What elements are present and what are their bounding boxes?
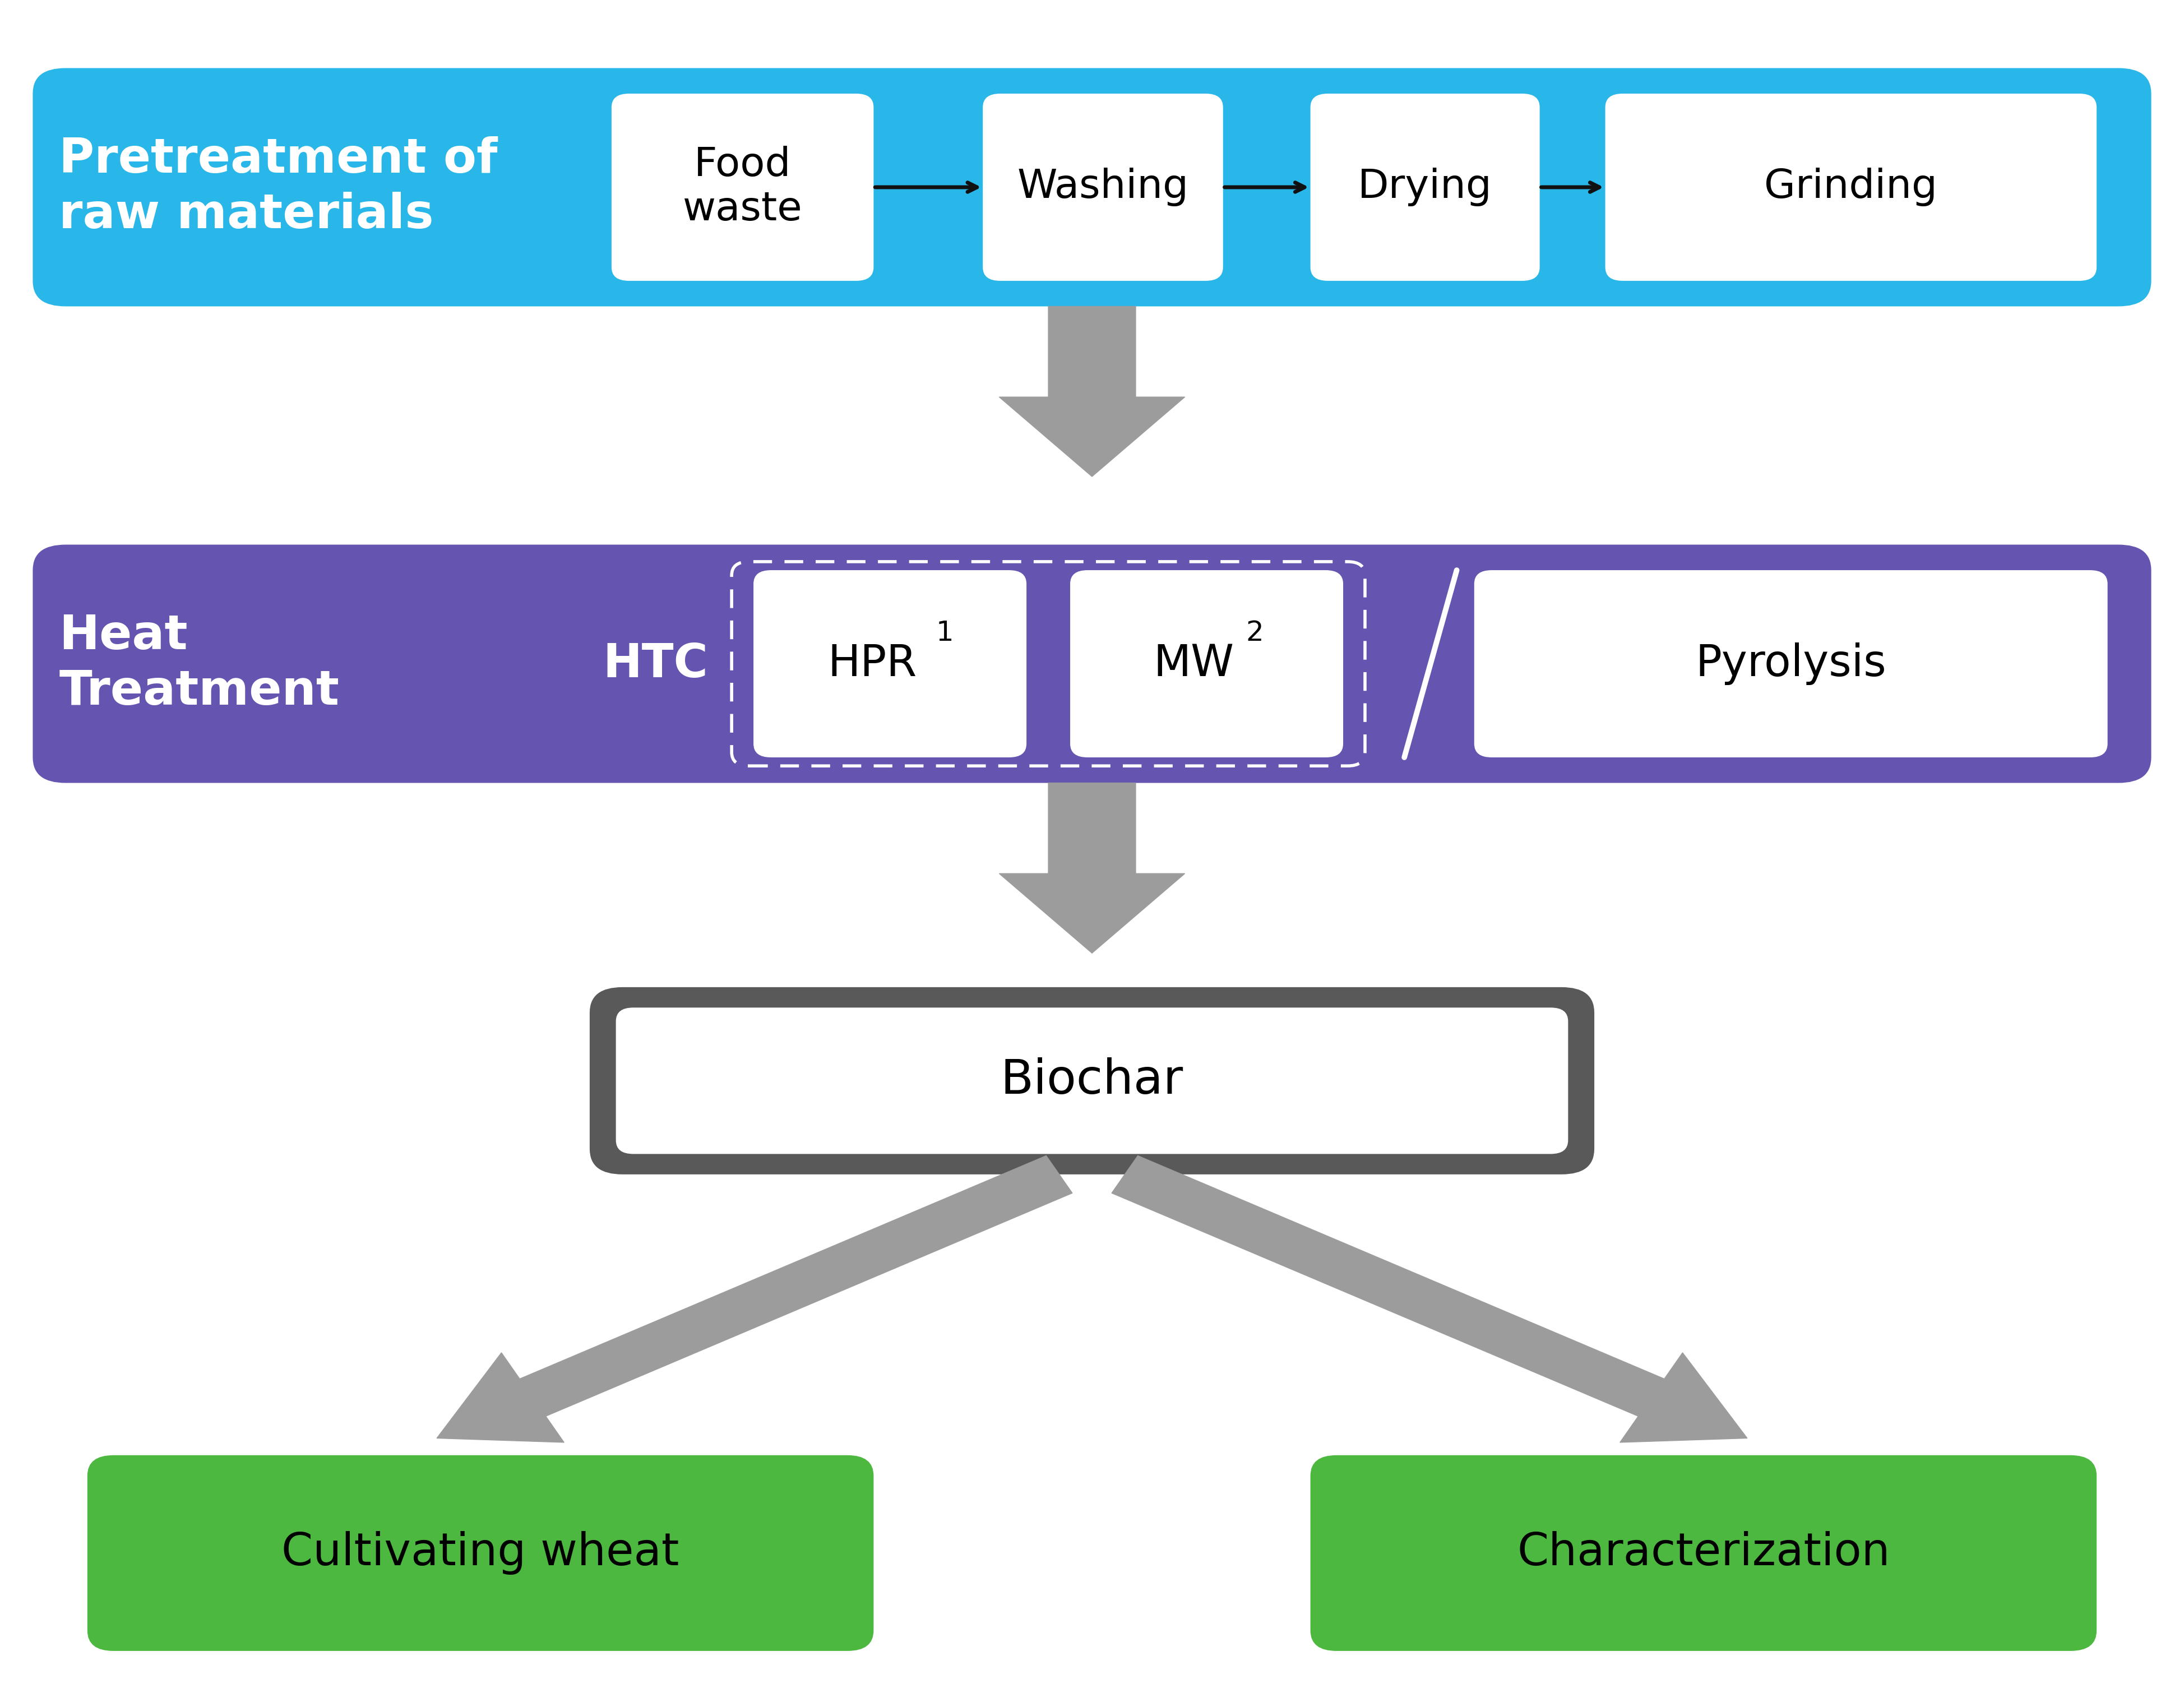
FancyBboxPatch shape bbox=[1474, 570, 2108, 757]
Text: Drying: Drying bbox=[1358, 168, 1492, 206]
FancyBboxPatch shape bbox=[1310, 94, 1540, 281]
FancyBboxPatch shape bbox=[983, 94, 1223, 281]
Text: Heat
Treatment: Heat Treatment bbox=[59, 613, 339, 715]
FancyBboxPatch shape bbox=[1070, 570, 1343, 757]
Text: Pyrolysis: Pyrolysis bbox=[1695, 642, 1887, 686]
Text: MW: MW bbox=[1153, 642, 1234, 686]
FancyBboxPatch shape bbox=[33, 545, 2151, 783]
Text: HPR: HPR bbox=[828, 642, 917, 686]
Text: Characterization: Characterization bbox=[1518, 1532, 1889, 1574]
Text: Grinding: Grinding bbox=[1765, 168, 1937, 206]
FancyBboxPatch shape bbox=[33, 68, 2151, 306]
FancyBboxPatch shape bbox=[612, 94, 874, 281]
FancyBboxPatch shape bbox=[616, 1008, 1568, 1154]
Text: Pretreatment of
raw materials: Pretreatment of raw materials bbox=[59, 136, 498, 238]
Polygon shape bbox=[1000, 783, 1184, 953]
Text: HTC: HTC bbox=[603, 642, 708, 686]
Text: Cultivating wheat: Cultivating wheat bbox=[282, 1532, 679, 1574]
Text: Washing: Washing bbox=[1018, 168, 1188, 206]
Polygon shape bbox=[1112, 1156, 1747, 1442]
Polygon shape bbox=[437, 1156, 1072, 1442]
FancyBboxPatch shape bbox=[87, 1455, 874, 1651]
Polygon shape bbox=[1000, 306, 1184, 477]
Text: Food
waste: Food waste bbox=[684, 145, 802, 230]
FancyBboxPatch shape bbox=[753, 570, 1026, 757]
Text: 2: 2 bbox=[1245, 620, 1265, 647]
Text: 1: 1 bbox=[935, 620, 954, 647]
FancyBboxPatch shape bbox=[1310, 1455, 2097, 1651]
Text: Biochar: Biochar bbox=[1000, 1057, 1184, 1105]
FancyBboxPatch shape bbox=[590, 987, 1594, 1174]
FancyBboxPatch shape bbox=[1605, 94, 2097, 281]
